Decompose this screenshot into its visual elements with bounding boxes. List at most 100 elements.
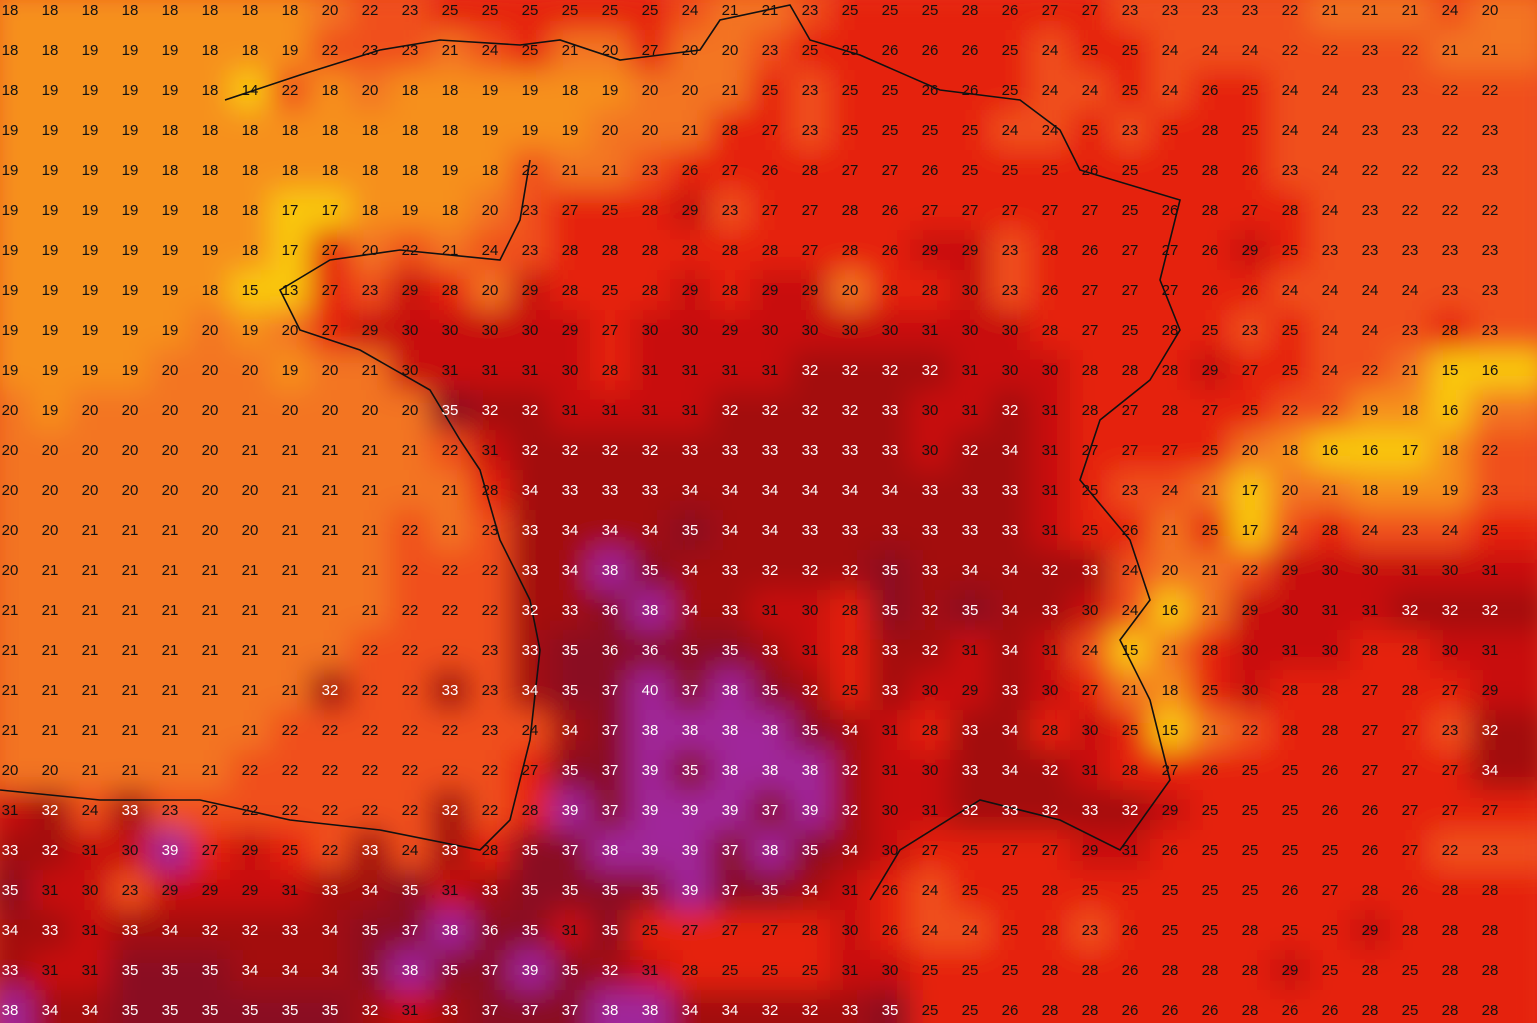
temperature-label: 24: [922, 922, 939, 939]
temperature-label: 27: [1082, 322, 1099, 339]
temperature-label: 21: [1122, 682, 1139, 699]
heat-cell: [1430, 390, 1470, 430]
heat-cell: [390, 70, 430, 110]
heat-cell: [30, 950, 70, 990]
temperature-label: 27: [962, 202, 979, 219]
heat-cell: [750, 990, 790, 1023]
heat-cell: [1110, 710, 1150, 750]
temperature-label: 19: [122, 282, 139, 299]
heat-cell: [1230, 590, 1270, 630]
temperature-label: 26: [922, 162, 939, 179]
heat-cell: [1070, 910, 1110, 950]
heat-cell: [830, 950, 870, 990]
temperature-label: 34: [682, 482, 699, 499]
temperature-label: 21: [122, 642, 139, 659]
temperature-label: 22: [1482, 442, 1499, 459]
heat-cell: [150, 430, 190, 470]
heat-cell: [590, 270, 630, 310]
temperature-label: 34: [42, 1002, 59, 1019]
temperature-label: 28: [802, 922, 819, 939]
heat-cell: [350, 390, 390, 430]
temperature-label: 20: [482, 282, 499, 299]
heat-cell: [190, 790, 230, 830]
heat-cell: [390, 190, 430, 230]
heat-cell: [1030, 750, 1070, 790]
heat-cell: [670, 750, 710, 790]
temperature-label: 21: [1362, 2, 1379, 19]
heat-cell: [110, 190, 150, 230]
temperature-label: 26: [882, 882, 899, 899]
heat-cell: [510, 750, 550, 790]
temperature-label: 33: [42, 922, 59, 939]
temperature-label: 33: [962, 722, 979, 739]
heat-cell: [30, 510, 70, 550]
heat-cell: [1310, 750, 1350, 790]
heat-cell: [830, 190, 870, 230]
temperature-label: 19: [162, 42, 179, 59]
heat-cell: [1030, 790, 1070, 830]
heat-cell: [990, 470, 1030, 510]
heat-cell: [1150, 990, 1190, 1023]
heat-cell: [0, 190, 30, 230]
temperature-label: 24: [1402, 282, 1419, 299]
heat-cell: [1470, 150, 1537, 190]
heat-cell: [310, 590, 350, 630]
temperature-label: 29: [562, 322, 579, 339]
temperature-label: 29: [682, 282, 699, 299]
temperature-label: 28: [1042, 1002, 1059, 1019]
heat-cell: [310, 110, 350, 150]
temperature-label: 35: [442, 962, 459, 979]
heat-cell: [510, 950, 550, 990]
temperature-label: 26: [1082, 162, 1099, 179]
temperature-label: 29: [922, 242, 939, 259]
temperature-label: 30: [962, 282, 979, 299]
temperature-label: 32: [842, 762, 859, 779]
temperature-label: 37: [682, 682, 699, 699]
temperature-label: 32: [202, 922, 219, 939]
temperature-label: 26: [1202, 1002, 1219, 1019]
heat-cell: [310, 830, 350, 870]
temperature-label: 24: [1322, 282, 1339, 299]
temperature-label: 33: [522, 562, 539, 579]
temperature-label: 34: [362, 882, 379, 899]
heat-cell: [1270, 150, 1310, 190]
heat-cell: [550, 990, 590, 1023]
heat-cell: [1390, 350, 1430, 390]
heat-cell: [750, 70, 790, 110]
temperature-label: 22: [482, 762, 499, 779]
heat-cell: [1230, 990, 1270, 1023]
heat-cell: [1150, 790, 1190, 830]
heat-cell: [990, 390, 1030, 430]
heat-cell: [430, 310, 470, 350]
temperature-label: 33: [842, 522, 859, 539]
heat-cell: [1310, 510, 1350, 550]
heat-cell: [110, 390, 150, 430]
heat-cell: [1070, 870, 1110, 910]
heat-cell: [270, 910, 310, 950]
temperature-label: 31: [1282, 642, 1299, 659]
temperature-label: 22: [1402, 202, 1419, 219]
temperature-label: 28: [842, 202, 859, 219]
temperature-label: 18: [202, 162, 219, 179]
temperature-label: 32: [362, 1002, 379, 1019]
heat-cell: [0, 950, 30, 990]
heat-cell: [990, 830, 1030, 870]
temperature-label: 34: [802, 882, 819, 899]
temperature-label: 29: [722, 322, 739, 339]
temperature-label: 22: [402, 762, 419, 779]
temperature-label: 23: [1362, 82, 1379, 99]
temperature-label: 33: [962, 482, 979, 499]
temperature-label: 20: [82, 442, 99, 459]
temperature-label: 21: [322, 642, 339, 659]
heat-cell: [390, 790, 430, 830]
temperature-label: 23: [162, 802, 179, 819]
temperature-label: 18: [1162, 682, 1179, 699]
heat-cell: [230, 470, 270, 510]
temperature-label: 19: [122, 162, 139, 179]
temperature-label: 24: [922, 882, 939, 899]
heat-cell: [750, 630, 790, 670]
temperature-label: 38: [722, 682, 739, 699]
heat-cell: [1430, 990, 1470, 1023]
temperature-label: 21: [242, 602, 259, 619]
heat-cell: [950, 230, 990, 270]
